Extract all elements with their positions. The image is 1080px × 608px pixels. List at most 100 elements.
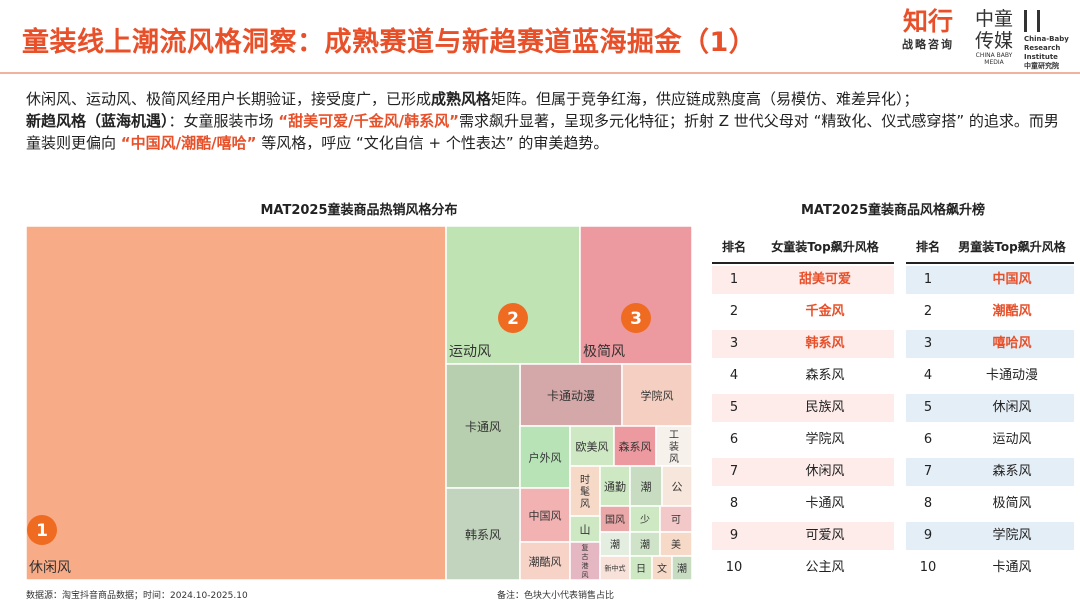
zhongtong-logo-line2: 传媒 — [974, 30, 1013, 52]
treemap-cell-11: 中国风 — [519, 487, 571, 543]
intro-p2-female-highlight: “甜美可爱/千金风/韩系风” — [278, 112, 459, 130]
treemap-cell-rect — [659, 531, 692, 557]
cbri-logo-text: China-Baby Research Institute — [1024, 35, 1069, 61]
treemap-cell-label: 中国风 — [529, 510, 562, 523]
treemap-cell-label: 潮 — [641, 480, 652, 494]
female-rank-style: 公主风 — [805, 560, 845, 575]
treemap-rank-badge — [621, 303, 651, 333]
treemap-cell-26: 新中式 — [599, 555, 631, 580]
female-ranking-row: 1 甜美可爱 — [712, 266, 894, 294]
female-rank-number: 10 — [725, 560, 743, 575]
treemap-cell-rect — [599, 465, 631, 507]
intro-p1-c: 矩阵。但属于竞争红海，供应链成熟度高（易模仿、难差异化）； — [491, 90, 919, 108]
treemap-cell-label: 韩系风 — [465, 527, 501, 542]
male-rank-style: 潮酷风 — [992, 304, 1032, 319]
treemap-cell-label: 学院风 — [641, 389, 674, 403]
treemap-cell-28: 文 — [651, 555, 673, 580]
female-ranking-row: 4 森系风 — [712, 362, 894, 390]
treemap-cell-label: 国风 — [605, 514, 625, 526]
treemap-cell-rect — [629, 465, 663, 507]
female-rank-style: 森系风 — [805, 368, 845, 383]
male-rank-number: 7 — [923, 464, 933, 479]
page-title: 童装线上潮流风格洞察：成熟赛道与新趋赛道蓝海掘金（1） — [22, 27, 757, 58]
treemap-rank-badge-number: 1 — [36, 521, 48, 541]
male-rank-number: 9 — [923, 528, 933, 543]
female-ranking-header: 排名 女童装Top飙升风格 — [712, 234, 894, 260]
treemap-cell-label: 工装风 — [669, 430, 679, 465]
cbri-logo-cn: 中童研究院 — [1024, 62, 1059, 70]
treemap-cell-label: 时髦风 — [580, 474, 590, 510]
male-rank-style: 休闲风 — [992, 400, 1032, 415]
treemap-cell-15: 公 — [661, 465, 692, 507]
male-ranking-row: 2 潮酷风 — [906, 298, 1074, 326]
zhongtong-logo-en: CHINA BABY MEDIA — [975, 52, 1013, 66]
treemap-cell-2: 运动风 2 — [445, 226, 581, 365]
female-rank-style: 甜美可爱 — [798, 272, 851, 287]
treemap-cell-14: 潮 — [629, 465, 663, 507]
male-ranking-row: 3 嘻哈风 — [906, 330, 1074, 358]
male-rank-style: 中国风 — [992, 272, 1032, 287]
treemap-cell-label: 卡通风 — [465, 420, 501, 434]
female-rank-style: 学院风 — [805, 432, 845, 447]
zhixing-logo: 知行 战略咨询 — [893, 8, 963, 52]
treemap-cell-label: 休闲风 — [29, 560, 71, 576]
female-rank-number: 6 — [729, 432, 739, 447]
treemap-cell-label: 可 — [671, 515, 681, 526]
intro-p1-a: 休闲风、运动风、极简风经用户长期验证，接受度广，已形成 — [26, 90, 432, 108]
treemap-cell-20: 潮 — [599, 531, 631, 557]
treemap-cell-label: 欧美风 — [576, 441, 609, 454]
female-rank-style: 卡通风 — [805, 496, 845, 511]
treemap-cell-label: 通勤 — [604, 481, 626, 494]
female-rank-number: 4 — [729, 368, 739, 383]
treemap-cell-rect — [629, 505, 661, 533]
intro-p2-bold: 新趋风格（蓝海机遇） — [26, 112, 169, 130]
male-ranking-row: 8 极简风 — [906, 490, 1074, 518]
treemap-cell-rect — [445, 226, 581, 365]
treemap-cell-rect — [519, 487, 571, 543]
intro-p1-bold: 成熟风格 — [431, 90, 492, 108]
male-rank-number: 5 — [923, 400, 933, 415]
treemap-cell-label: 卡通动漫 — [547, 389, 595, 403]
treemap-cell-5: 学院风 — [621, 363, 692, 427]
male-rank-number: 3 — [923, 336, 933, 351]
treemap-cell-18: 可 — [659, 505, 692, 533]
female-rank-number: 7 — [729, 464, 739, 479]
zhongtong-logo-line1: 中童 — [974, 8, 1013, 30]
treemap-cell-21: 潮 — [629, 531, 661, 557]
intro-p2-f: 等风格，呼应 “文化自信 + 个性表达” 的审美趋势。 — [256, 134, 609, 152]
female-ranking-row: 8 卡通风 — [712, 490, 894, 518]
male-header-rule — [906, 262, 1074, 264]
treemap-cell-label: 少 — [640, 514, 650, 526]
treemap-cell-rect — [26, 226, 447, 580]
intro-paragraph-2: 新趋风格（蓝海机遇）：女童服装市场 “甜美可爱/千金风/韩系风”需求飙升显著，呈… — [26, 110, 1066, 154]
cbri-logo-icon — [1024, 10, 1040, 32]
treemap-cell-rect — [519, 425, 571, 489]
treemap-cell-7: 户外风 — [519, 425, 571, 489]
treemap-cell-label: 潮 — [610, 538, 620, 551]
male-rank-style: 运动风 — [992, 432, 1032, 447]
intro-paragraph-1: 休闲风、运动风、极简风经用户长期验证，接受度广，已形成成熟风格矩阵。但属于竞争红… — [26, 88, 1066, 110]
male-rank-number: 2 — [923, 304, 933, 319]
treemap-rank-badge — [498, 303, 528, 333]
female-rank-style: 可爱风 — [805, 528, 845, 543]
male-rank-style: 嘻哈风 — [992, 336, 1032, 351]
male-rank-style: 学院风 — [992, 528, 1032, 543]
treemap-cell-9: 森系风 — [613, 425, 657, 467]
male-ranking-row: 7 森系风 — [906, 458, 1074, 486]
treemap-cell-3: 极简风 3 — [579, 226, 692, 365]
treemap-cell-19: 山 — [569, 515, 601, 543]
treemap-cell-4: 卡通动漫 — [519, 363, 623, 427]
treemap-cell-rect — [661, 465, 692, 507]
female-rank-number: 5 — [729, 400, 739, 415]
female-rank-number: 9 — [729, 528, 739, 543]
treemap-cell-label: 美 — [671, 538, 681, 551]
male-ranking-row: 6 运动风 — [906, 426, 1074, 454]
male-ranking-header: 排名 男童装Top飙升风格 — [906, 234, 1074, 260]
treemap-cell-label: 潮 — [677, 562, 687, 575]
treemap-cell-label: 新中式 — [605, 564, 626, 573]
treemap-cell-label: 文 — [657, 562, 667, 575]
treemap-cell-label: 公 — [672, 481, 683, 494]
treemap-cell-1: 休闲风 1 — [26, 226, 447, 580]
treemap-cell-27: 日 — [629, 555, 653, 580]
